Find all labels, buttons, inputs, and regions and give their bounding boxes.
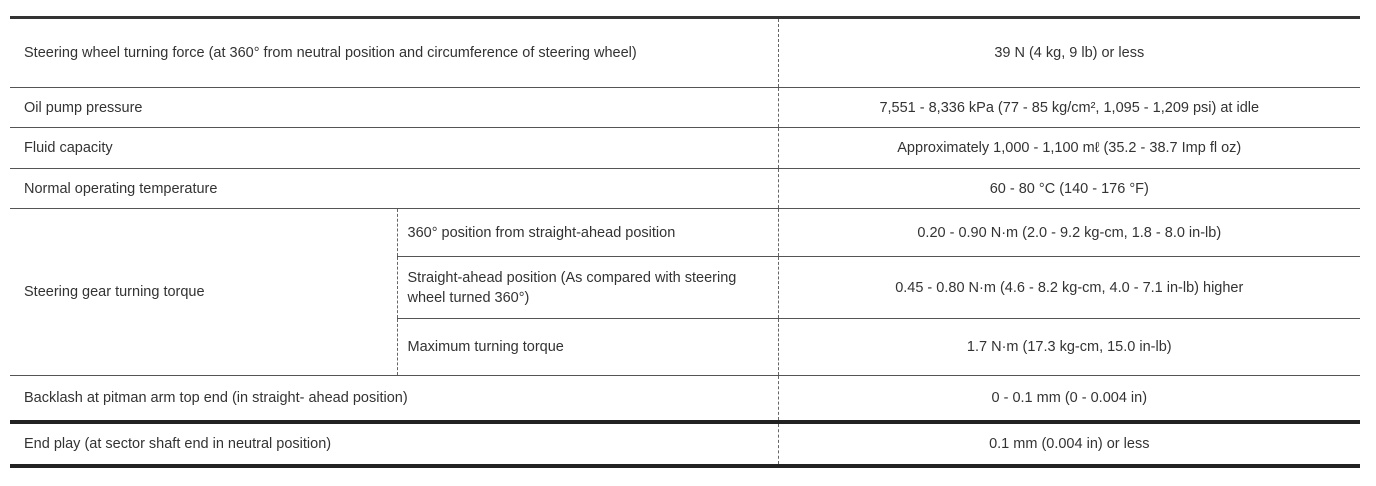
table-row: Normal operating temperature 60 - 80 °C … xyxy=(10,168,1361,209)
table-row: End play (at sector shaft end in neutral… xyxy=(10,419,1361,466)
spec-value: 7,551 - 8,336 kPa (77 - 85 kg/cm², 1,095… xyxy=(777,87,1361,128)
spec-condition: Straight-ahead position (As compared wit… xyxy=(396,256,779,319)
spec-item: Backlash at pitman arm top end (in strai… xyxy=(10,375,779,422)
specifications-table: Steering wheel turning force (at 360° fr… xyxy=(10,16,1361,468)
spec-condition: Maximum turning torque xyxy=(396,318,779,376)
spec-item: End play (at sector shaft end in neutral… xyxy=(10,419,779,466)
table-row: Steering wheel turning force (at 360° fr… xyxy=(10,16,1361,88)
spec-item: Steering wheel turning force (at 360° fr… xyxy=(10,16,779,88)
table-row: Fluid capacity Approximately 1,000 - 1,1… xyxy=(10,127,1361,169)
table-row: Maximum turning torque 1.7 N·m (17.3 kg-… xyxy=(10,318,1361,376)
spec-value: 0 - 0.1 mm (0 - 0.004 in) xyxy=(777,375,1361,422)
table-row: Oil pump pressure 7,551 - 8,336 kPa (77 … xyxy=(10,87,1361,128)
spec-value: 0.45 - 0.80 N·m (4.6 - 8.2 kg-cm, 4.0 - … xyxy=(777,256,1361,319)
spec-value: 39 N (4 kg, 9 lb) or less xyxy=(777,16,1361,88)
spec-value: 1.7 N·m (17.3 kg-cm, 15.0 in-lb) xyxy=(777,318,1361,376)
spec-item: Oil pump pressure xyxy=(10,87,779,128)
spec-value: 0.20 - 0.90 N·m (2.0 - 9.2 kg-cm, 1.8 - … xyxy=(777,208,1361,257)
table-row: Backlash at pitman arm top end (in strai… xyxy=(10,375,1361,422)
spec-item: Steering gear turning torque xyxy=(10,208,397,376)
table-row: Steering gear turning torque 360° positi… xyxy=(10,208,1361,376)
spec-value: 0.1 mm (0.004 in) or less xyxy=(777,419,1361,466)
table-row: Straight-ahead position (As compared wit… xyxy=(10,256,1361,319)
spec-value: 60 - 80 °C (140 - 176 °F) xyxy=(777,168,1361,209)
spec-condition: 360° position from straight-ahead positi… xyxy=(396,208,779,257)
spec-item: Normal operating temperature xyxy=(10,168,779,209)
spec-value: Approximately 1,000 - 1,100 mℓ (35.2 - 3… xyxy=(777,127,1361,169)
spec-item: Fluid capacity xyxy=(10,127,779,169)
